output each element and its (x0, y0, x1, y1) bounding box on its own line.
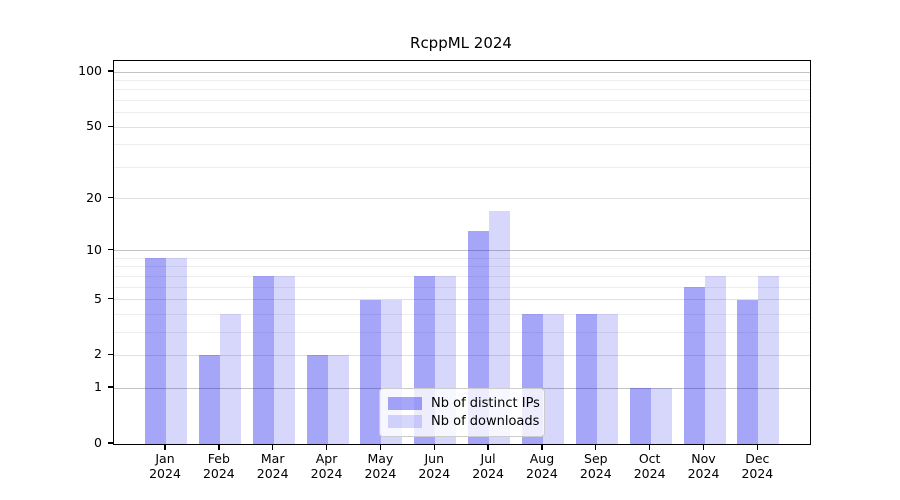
y-tick-label-50: 50 (86, 118, 102, 134)
x-tick-label-may: May 2024 (364, 451, 397, 481)
bar-apr-downloads (327, 355, 349, 444)
bar-jan-downloads (166, 258, 187, 444)
y-tick-label-0: 0 (94, 435, 102, 450)
gridline-y-9 (114, 257, 810, 259)
bar-dec-distinct-ips (737, 299, 759, 444)
chart-title: RcppML 2024 (410, 34, 512, 52)
gridline-y-20 (114, 198, 810, 200)
gridline-y-40 (114, 144, 810, 146)
legend-swatch-distinct-ips (388, 397, 422, 410)
gridline-y-80 (114, 89, 810, 91)
y-tick-label-20: 20 (86, 189, 102, 205)
x-tick-mark-dec (756, 444, 759, 450)
bar-apr-distinct-ips (306, 355, 328, 444)
x-tick-label-feb: Feb 2024 (202, 451, 235, 481)
gridline-y-7 (114, 275, 810, 277)
bar-sep-distinct-ips (575, 314, 597, 444)
gridline-y-6 (114, 286, 810, 288)
y-tick-label-5: 5 (94, 290, 102, 306)
x-tick-label-oct: Oct 2024 (633, 451, 666, 481)
bar-nov-downloads (704, 276, 726, 444)
y-tick-label-2: 2 (94, 346, 102, 362)
x-tick-label-nov: Nov 2024 (687, 451, 720, 481)
y-tick-label-1: 1 (94, 379, 102, 395)
y-tick-mark-5 (108, 297, 113, 300)
y-tick-mark-1 (108, 386, 113, 388)
legend-swatch-downloads (388, 415, 422, 428)
gridline-y-2 (114, 354, 810, 356)
x-tick-mark-sep (595, 444, 597, 450)
gridline-y-5 (114, 299, 810, 301)
x-tick-mark-aug (541, 444, 543, 450)
bar-mar-downloads (273, 276, 295, 444)
bar-oct-distinct-ips (629, 388, 651, 444)
y-tick-mark-20 (108, 197, 113, 199)
y-tick-mark-100 (108, 70, 113, 72)
x-tick-mark-jun (433, 444, 435, 450)
x-tick-label-apr: Apr 2024 (310, 451, 343, 481)
bar-jan-distinct-ips (145, 258, 166, 444)
bar-oct-downloads (650, 388, 672, 444)
gridline-y-30 (114, 166, 810, 168)
bar-jul-downloads (489, 211, 511, 444)
x-tick-label-aug: Aug 2024 (526, 451, 558, 481)
x-tick-label-jan: Jan 2024 (149, 451, 181, 481)
x-tick-mark-mar (272, 444, 274, 450)
gridline-y-70 (114, 100, 810, 102)
legend-item-distinct-ips: Nb of distinct IPs (388, 396, 540, 411)
legend-item-downloads: Nb of downloads (388, 414, 540, 429)
x-tick-mark-may (379, 444, 382, 450)
gridline-y-8 (114, 266, 810, 268)
gridline-y-3 (114, 331, 810, 333)
y-tick-label-100: 100 (78, 63, 102, 79)
bar-aug-downloads (542, 314, 564, 444)
x-tick-mark-jul (487, 444, 489, 450)
y-tick-mark-50 (108, 125, 113, 127)
legend: Nb of distinct IPs Nb of downloads (379, 388, 545, 437)
y-tick-label-10: 10 (86, 241, 102, 257)
x-tick-mark-nov (702, 444, 705, 450)
y-tick-mark-0 (108, 442, 113, 444)
bar-mar-distinct-ips (252, 276, 274, 444)
gridline-y-50 (114, 126, 810, 128)
x-tick-mark-apr (325, 444, 328, 450)
bar-sep-downloads (596, 314, 618, 444)
gridline-y-4 (114, 313, 810, 315)
gridline-y-10 (114, 250, 810, 252)
x-tick-label-jun: Jun 2024 (418, 451, 451, 481)
x-tick-label-sep: Sep 2024 (579, 451, 612, 481)
gridline-y-90 (114, 80, 810, 82)
y-tick-mark-2 (108, 353, 113, 356)
y-tick-mark-10 (108, 249, 113, 251)
bar-nov-distinct-ips (683, 287, 705, 444)
legend-label-distinct-ips: Nb of distinct IPs (431, 396, 540, 411)
plot-area: Nb of distinct IPs Nb of downloads (113, 60, 811, 445)
bar-feb-downloads (219, 314, 241, 444)
x-tick-mark-jan (164, 444, 166, 450)
x-tick-label-jul: Jul 2024 (472, 451, 504, 481)
bar-may-distinct-ips (360, 299, 382, 444)
legend-label-downloads: Nb of downloads (431, 414, 540, 429)
bar-feb-distinct-ips (198, 355, 220, 444)
gridline-y-100 (114, 71, 810, 73)
x-tick-label-mar: Mar 2024 (256, 451, 289, 481)
bar-dec-downloads (758, 276, 780, 444)
x-tick-mark-oct (648, 444, 651, 450)
x-tick-label-dec: Dec 2024 (741, 451, 774, 481)
gridline-y-60 (114, 112, 810, 114)
x-tick-mark-feb (218, 444, 220, 450)
